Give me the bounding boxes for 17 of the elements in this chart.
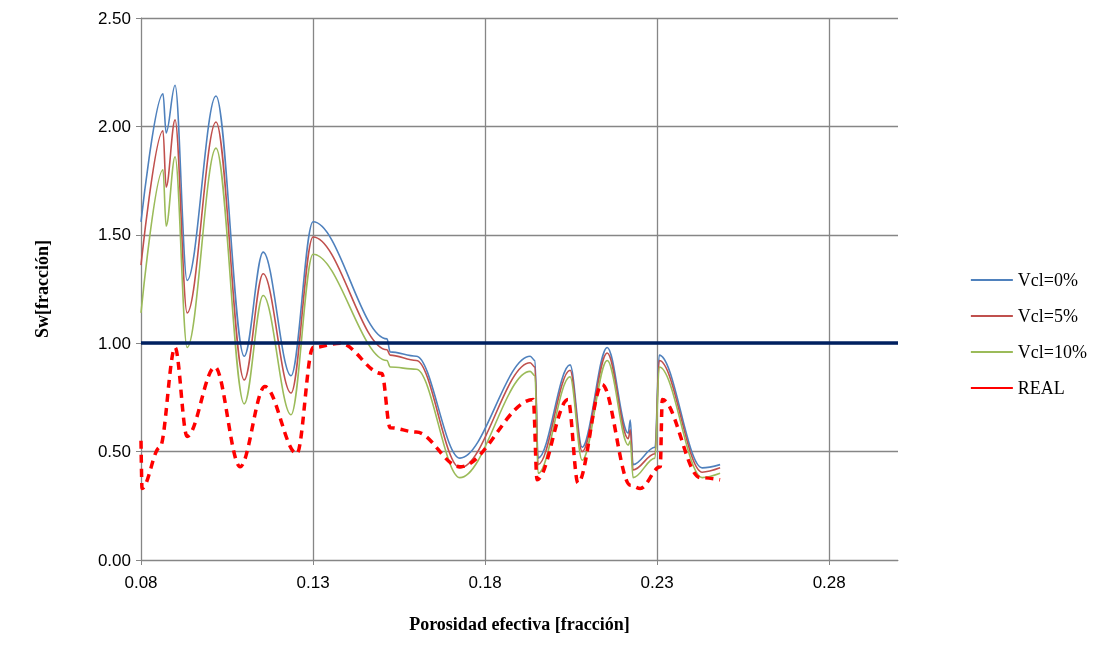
y-tick-label: 2.00 (97, 116, 131, 136)
x-tick-label: 0.13 (296, 573, 330, 592)
y-tick-label: 0.00 (97, 550, 131, 570)
legend-label: Vcl=0% (1017, 270, 1079, 290)
y-axis-title: Sw[fracción] (32, 240, 52, 338)
legend-label: Vcl=5% (1017, 306, 1079, 326)
x-tick-label: 0.08 (124, 573, 158, 592)
x-tick-label: 0.18 (468, 573, 502, 592)
x-tick-label: 0.23 (640, 573, 674, 592)
legend-label: REAL (1017, 378, 1065, 398)
y-tick-label: 1.50 (97, 225, 131, 245)
y-tick-label: 0.50 (97, 442, 131, 462)
legend-label: Vcl=10% (1017, 342, 1088, 362)
x-tick-label: 0.28 (812, 573, 846, 592)
x-axis-title: Porosidad efectiva [fracción] (409, 614, 630, 634)
y-tick-label: 2.50 (97, 8, 131, 28)
y-tick-label: 1.00 (97, 333, 131, 353)
